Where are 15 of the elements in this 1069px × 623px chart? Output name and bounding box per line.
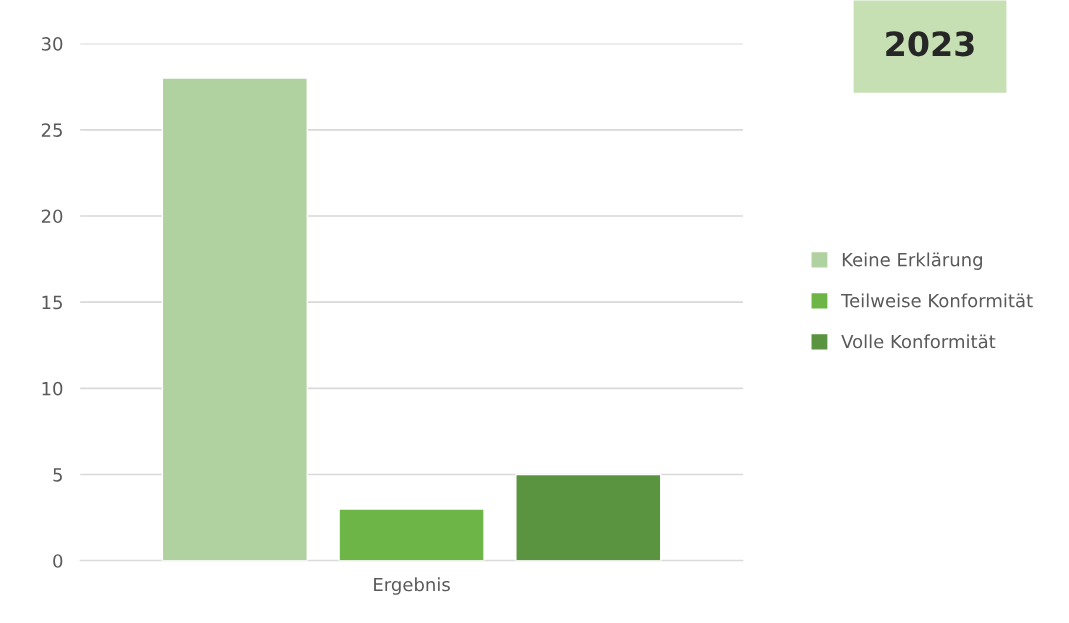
y-tick-label: 0 <box>53 554 63 568</box>
y-tick-label: 5 <box>53 468 62 482</box>
legend-label: Keine Erklärung <box>842 252 982 270</box>
bar <box>338 508 485 561</box>
y-tick-label: 25 <box>41 123 62 137</box>
x-tick-label: Ergebnis <box>374 577 450 595</box>
bar <box>161 77 308 561</box>
legend-label: Volle Konformität <box>841 334 996 349</box>
y-tick-label: 15 <box>42 295 62 310</box>
legend-label: Teilweise Konformität <box>841 293 1033 308</box>
text: 2023 <box>886 31 974 57</box>
y-tick-label: 20 <box>41 209 63 224</box>
y-tick-label: 30 <box>41 37 63 51</box>
bar <box>515 473 662 561</box>
y-tick-label: 10 <box>42 381 63 396</box>
